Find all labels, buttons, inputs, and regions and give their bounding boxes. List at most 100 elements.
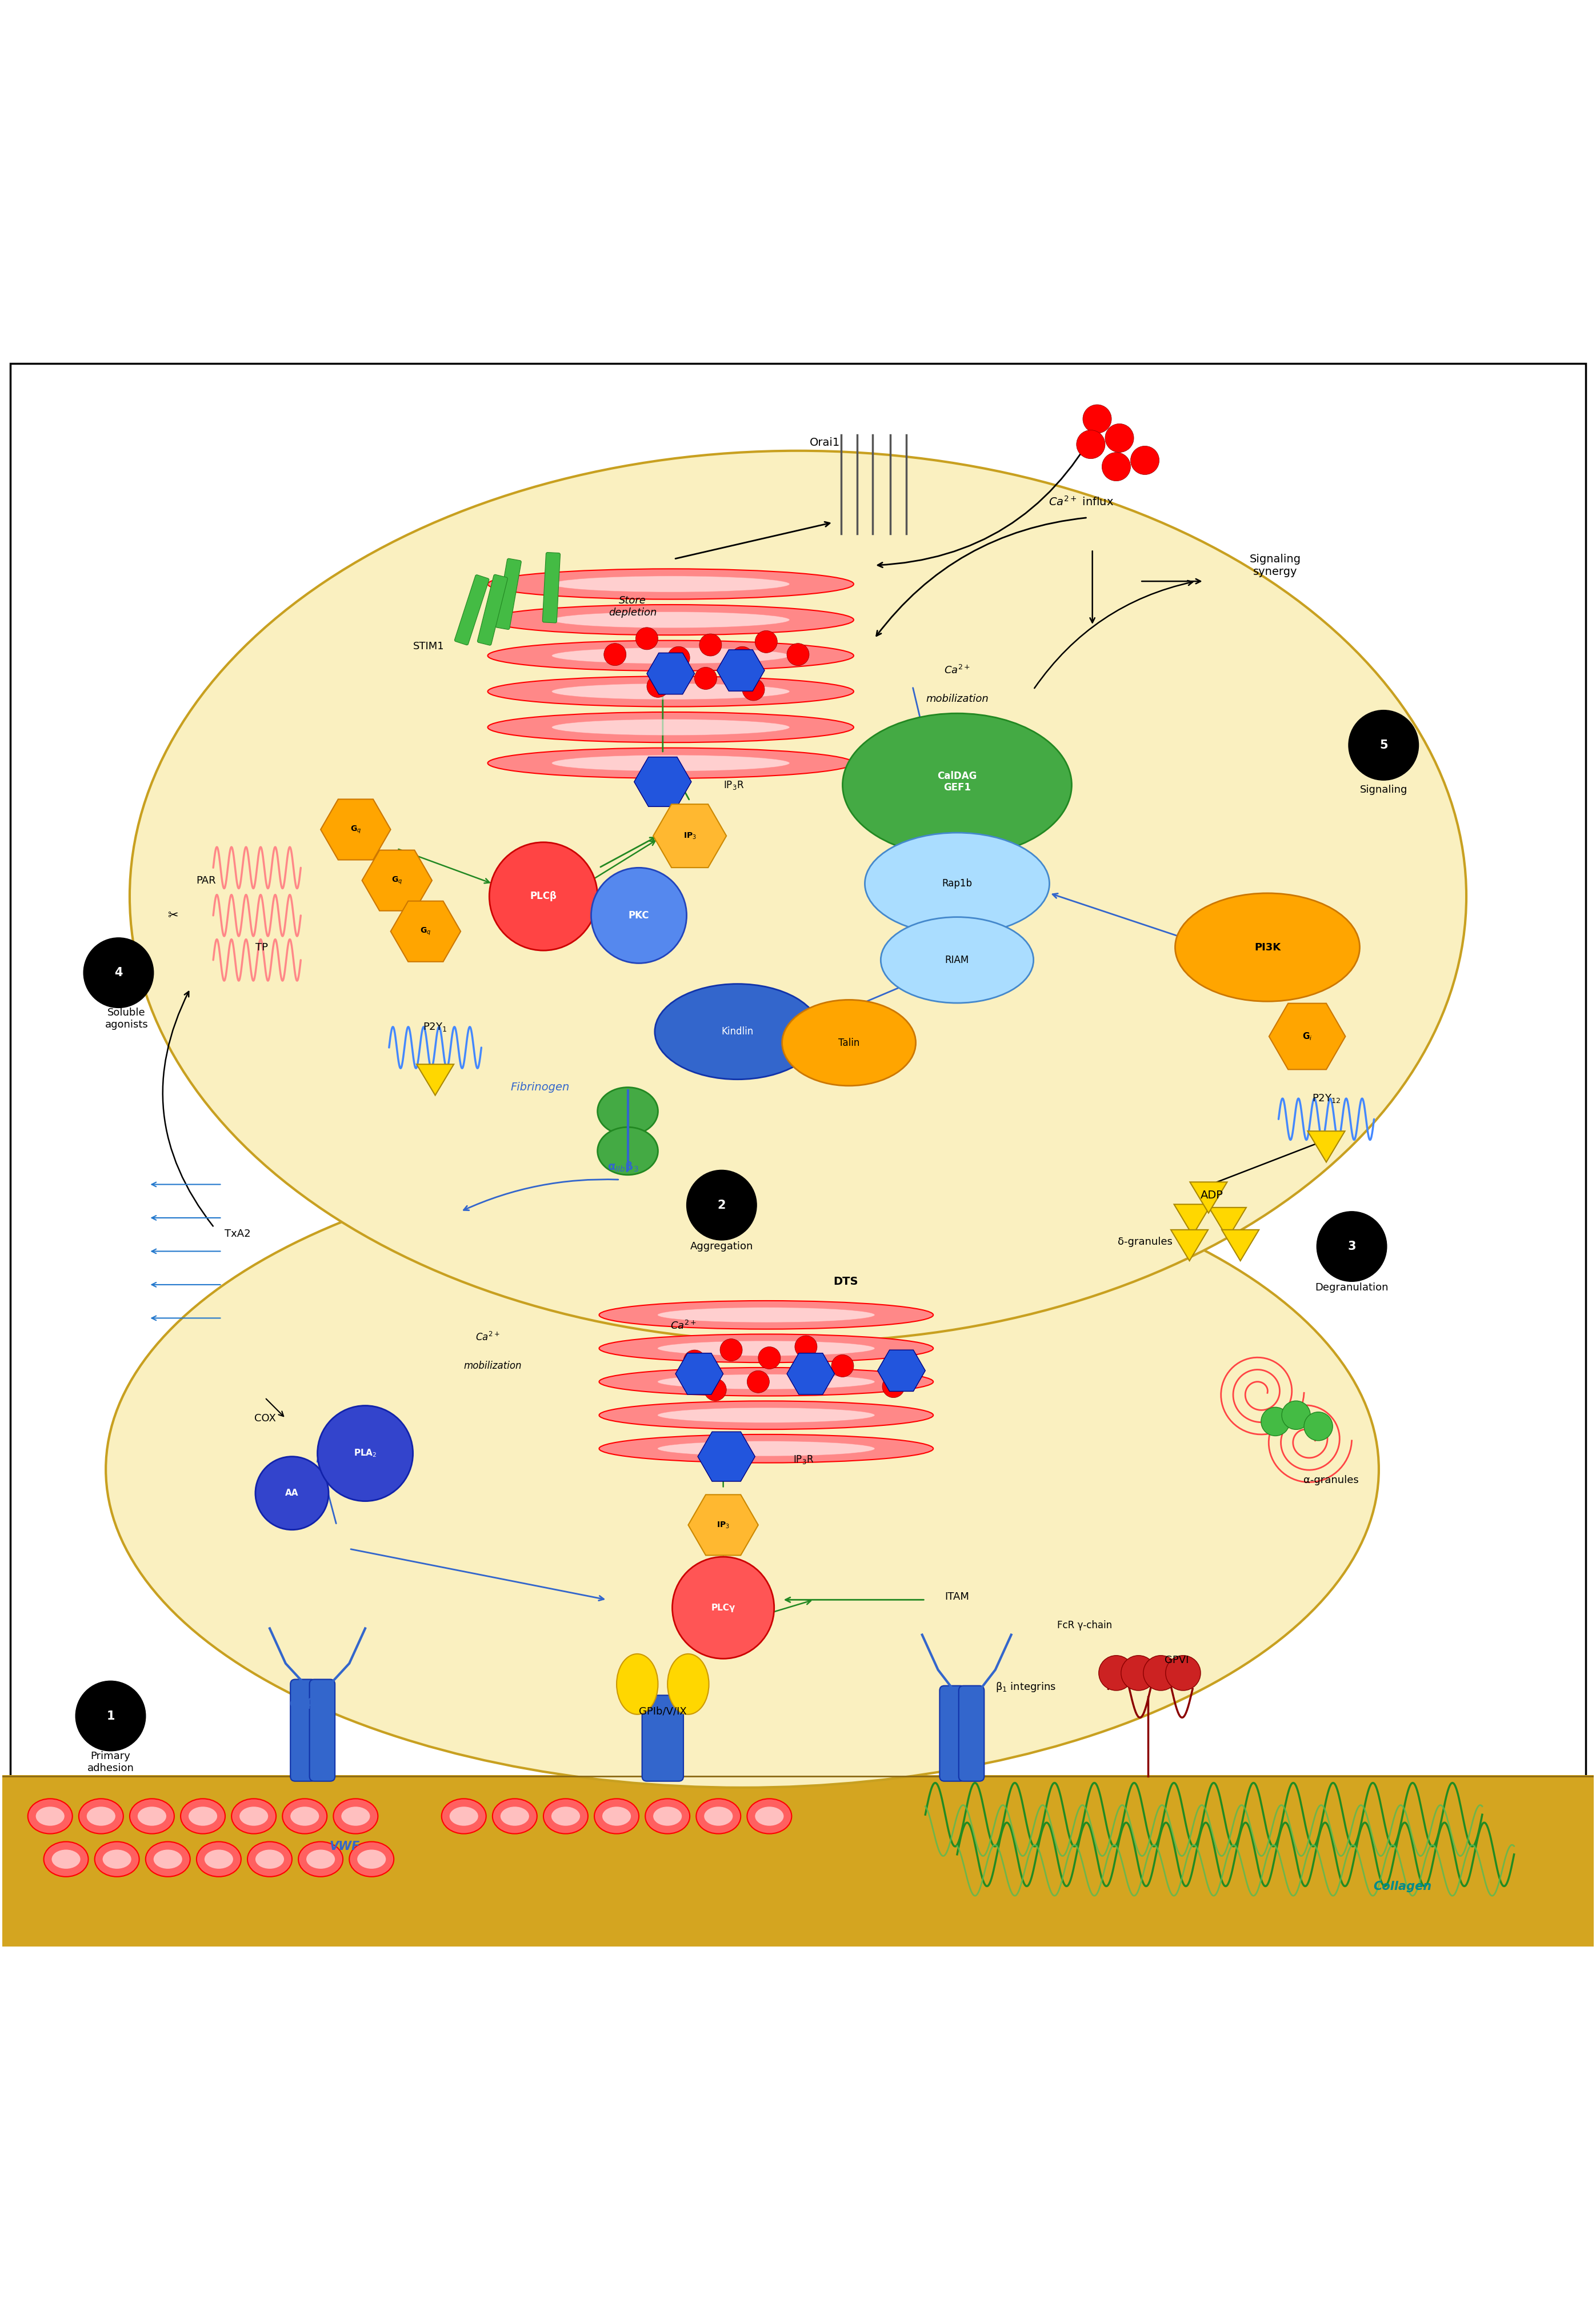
Ellipse shape	[645, 1798, 689, 1835]
Text: CalDAG
GEF1: CalDAG GEF1	[937, 771, 977, 792]
Circle shape	[1104, 424, 1133, 453]
Circle shape	[603, 642, 626, 665]
Ellipse shape	[488, 677, 854, 707]
Ellipse shape	[342, 1807, 370, 1825]
Text: α$_{IIb}$β$_3$: α$_{IIb}$β$_3$	[608, 1160, 638, 1174]
Text: PI3K: PI3K	[1254, 942, 1280, 953]
Text: P2Y$_{12}$: P2Y$_{12}$	[1312, 1093, 1341, 1105]
Text: Primary
adhesion: Primary adhesion	[88, 1752, 134, 1773]
FancyBboxPatch shape	[290, 1680, 316, 1782]
Text: $Ca^{2+}$: $Ca^{2+}$	[943, 665, 970, 677]
Ellipse shape	[782, 999, 916, 1087]
Ellipse shape	[350, 1842, 394, 1876]
Circle shape	[1143, 1655, 1178, 1690]
Text: ADP: ADP	[1200, 1190, 1223, 1202]
Text: FcR γ-chain: FcR γ-chain	[1057, 1621, 1112, 1630]
Ellipse shape	[196, 1842, 241, 1876]
Ellipse shape	[51, 1849, 80, 1869]
Circle shape	[787, 642, 809, 665]
Ellipse shape	[551, 1807, 579, 1825]
Circle shape	[720, 1340, 742, 1360]
Ellipse shape	[704, 1807, 733, 1825]
Ellipse shape	[594, 1798, 638, 1835]
Ellipse shape	[865, 833, 1050, 935]
FancyBboxPatch shape	[477, 576, 508, 645]
Ellipse shape	[334, 1798, 378, 1835]
Ellipse shape	[488, 711, 854, 744]
Text: GPVI: GPVI	[1165, 1655, 1189, 1664]
Ellipse shape	[598, 1434, 934, 1462]
Circle shape	[747, 1370, 769, 1393]
Text: G$_q$: G$_q$	[350, 824, 361, 836]
Ellipse shape	[696, 1798, 741, 1835]
Text: $Ca^{2+}$ influx: $Ca^{2+}$ influx	[1049, 495, 1114, 509]
Polygon shape	[321, 799, 391, 861]
Text: Degranulation: Degranulation	[1315, 1282, 1389, 1294]
Circle shape	[1261, 1407, 1290, 1436]
Text: 1: 1	[107, 1710, 115, 1722]
Polygon shape	[1210, 1209, 1246, 1238]
Ellipse shape	[239, 1807, 268, 1825]
Circle shape	[646, 674, 669, 698]
Polygon shape	[417, 1064, 453, 1096]
Text: PLA$_2$: PLA$_2$	[354, 1448, 377, 1459]
Circle shape	[1076, 430, 1104, 458]
Text: β$_1$ integrins: β$_1$ integrins	[996, 1680, 1057, 1694]
Circle shape	[1304, 1411, 1333, 1441]
Polygon shape	[1269, 1004, 1345, 1070]
Text: PLCβ: PLCβ	[530, 891, 557, 902]
Ellipse shape	[501, 1807, 530, 1825]
Circle shape	[667, 647, 689, 670]
Polygon shape	[646, 654, 694, 695]
Text: α-granules: α-granules	[1304, 1476, 1358, 1485]
Text: PLCγ: PLCγ	[712, 1604, 736, 1611]
Polygon shape	[391, 900, 461, 962]
Text: Orai1: Orai1	[809, 437, 839, 449]
Circle shape	[318, 1407, 413, 1501]
Circle shape	[83, 937, 153, 1008]
Circle shape	[704, 1379, 726, 1402]
Text: TP: TP	[255, 942, 268, 953]
FancyBboxPatch shape	[959, 1685, 985, 1782]
Polygon shape	[1171, 1229, 1208, 1261]
Ellipse shape	[493, 1798, 536, 1835]
Polygon shape	[634, 757, 691, 806]
FancyBboxPatch shape	[455, 576, 488, 645]
Text: $Ca^{2+}$: $Ca^{2+}$	[670, 1321, 696, 1333]
FancyBboxPatch shape	[495, 559, 522, 628]
Polygon shape	[362, 849, 433, 912]
Ellipse shape	[653, 1807, 681, 1825]
Ellipse shape	[658, 1308, 875, 1321]
Ellipse shape	[290, 1807, 319, 1825]
Circle shape	[832, 1354, 854, 1377]
Text: G$_i$: G$_i$	[1302, 1031, 1312, 1043]
Text: ITAM: ITAM	[945, 1591, 969, 1602]
Ellipse shape	[755, 1807, 784, 1825]
Text: α$_{IIb}$β$_3$: α$_{IIb}$β$_3$	[289, 1697, 321, 1710]
FancyBboxPatch shape	[940, 1685, 966, 1782]
Text: 2: 2	[718, 1199, 726, 1211]
Polygon shape	[675, 1354, 723, 1395]
Ellipse shape	[552, 647, 790, 663]
Ellipse shape	[598, 1402, 934, 1430]
Text: 4: 4	[115, 967, 123, 978]
Ellipse shape	[105, 1151, 1379, 1789]
Circle shape	[883, 1374, 905, 1397]
Ellipse shape	[204, 1849, 233, 1869]
Text: RIAM: RIAM	[945, 955, 969, 965]
Ellipse shape	[667, 1653, 709, 1715]
Ellipse shape	[188, 1807, 217, 1825]
Text: P2Y$_1$: P2Y$_1$	[423, 1022, 447, 1034]
Ellipse shape	[306, 1849, 335, 1869]
Polygon shape	[1191, 1181, 1227, 1213]
Ellipse shape	[255, 1849, 284, 1869]
Ellipse shape	[153, 1849, 182, 1869]
Polygon shape	[697, 1432, 755, 1482]
Ellipse shape	[881, 916, 1034, 1004]
Circle shape	[1282, 1402, 1310, 1430]
Text: Fibrinogen: Fibrinogen	[511, 1082, 570, 1093]
Circle shape	[1349, 711, 1419, 780]
Text: GPIb/V/IX: GPIb/V/IX	[638, 1706, 686, 1717]
Ellipse shape	[442, 1798, 487, 1835]
Ellipse shape	[450, 1807, 479, 1825]
